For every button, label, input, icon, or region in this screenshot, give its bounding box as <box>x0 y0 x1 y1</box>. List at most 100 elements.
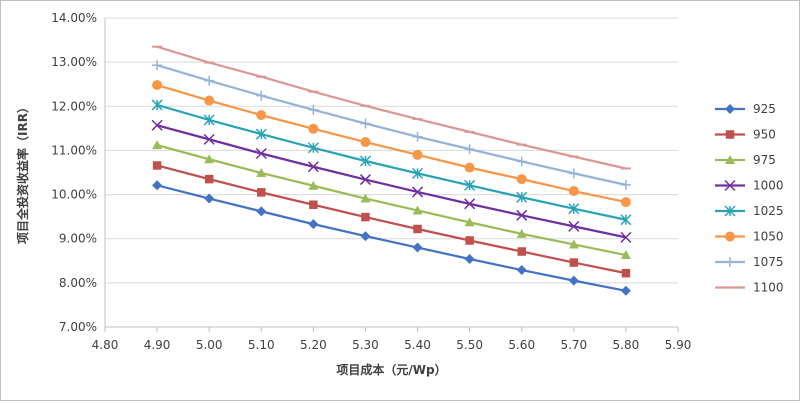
marker-circle <box>568 186 579 197</box>
marker-x-stroke <box>151 119 163 131</box>
legend-label: 1075 <box>753 255 784 269</box>
marker-x-stroke <box>359 174 371 186</box>
marker-plus <box>516 156 527 167</box>
marker-plus <box>568 168 579 179</box>
marker-circle <box>725 231 735 242</box>
marker-diamond <box>620 285 631 296</box>
marker-square <box>413 224 422 234</box>
marker-x <box>307 161 319 173</box>
legend-entry-1000: 1000 <box>715 179 784 193</box>
series-1075 <box>152 60 631 190</box>
series-line-950 <box>156 164 627 275</box>
marker-square <box>569 258 579 267</box>
y-tick-label: 7.00% <box>59 320 97 334</box>
marker-star <box>724 205 736 217</box>
marker-x <box>620 231 632 243</box>
marker-x <box>568 220 580 232</box>
x-tick-label: 5.00 <box>196 338 223 352</box>
series-1000 <box>151 119 632 243</box>
marker-diamond <box>256 206 267 217</box>
marker-triangle <box>620 250 631 260</box>
marker-x <box>412 186 424 198</box>
marker-circle <box>204 95 215 106</box>
x-tick-label: 4.90 <box>144 338 171 352</box>
marker-star <box>516 191 528 203</box>
y-tick-label: 8.00% <box>59 276 97 290</box>
x-tick-label: 5.40 <box>404 338 431 352</box>
marker-plus <box>152 60 163 71</box>
series-1100 <box>152 45 631 170</box>
legend-entry-1025: 1025 <box>715 204 784 218</box>
marker-x-stroke <box>412 186 424 198</box>
marker-triangle <box>725 155 735 164</box>
legend-entry-975: 975 <box>715 153 776 167</box>
x-axis-title: 项目成本（元/Wp） <box>336 362 446 377</box>
gridlines <box>105 17 678 328</box>
legend-entry-1075: 1075 <box>715 255 784 269</box>
x-tick-label: 5.80 <box>613 338 640 352</box>
marker-triangle <box>308 180 319 190</box>
marker-circle <box>152 80 163 91</box>
series-line-1100 <box>156 45 627 170</box>
marker-square <box>257 188 266 197</box>
series-1050 <box>152 80 631 208</box>
x-tick-label: 5.90 <box>665 338 692 352</box>
series-925 <box>152 180 631 296</box>
marker-star <box>359 155 371 167</box>
marker-diamond <box>516 265 527 276</box>
marker-x <box>464 198 476 210</box>
marker-star <box>620 214 632 226</box>
y-axis-title: 项目全投资收益率（IRR） <box>15 101 30 244</box>
legend-label: 1100 <box>753 281 784 295</box>
marker-square <box>725 130 735 139</box>
marker-plus <box>464 144 475 155</box>
marker-star <box>255 128 267 140</box>
marker-circle <box>412 149 423 160</box>
marker-x <box>724 179 736 192</box>
marker-star <box>151 99 163 111</box>
marker-circle <box>360 137 371 148</box>
marker-x <box>359 174 371 186</box>
series-line-1050 <box>156 84 627 204</box>
marker-plus <box>204 75 215 86</box>
series-1025 <box>151 99 632 226</box>
marker-triangle <box>360 193 371 203</box>
series-line-975 <box>156 144 627 257</box>
marker-x <box>255 147 267 160</box>
marker-square <box>152 161 162 170</box>
marker-x <box>516 209 528 221</box>
x-tick-label: 5.60 <box>508 338 535 352</box>
y-tick-label: 9.00% <box>59 232 97 246</box>
marker-diamond <box>360 231 371 242</box>
legend: 925 950 975 1000 1025 1050 1075 1100 <box>715 102 784 295</box>
series-lines <box>151 45 632 296</box>
legend-label: 925 <box>753 102 776 116</box>
marker-circle <box>308 123 319 134</box>
series-line-1000 <box>156 124 627 239</box>
series-line-1075 <box>156 64 627 186</box>
marker-plus <box>725 257 735 267</box>
x-tick-label: 5.20 <box>300 338 327 352</box>
y-tick-label: 10.00% <box>51 188 97 202</box>
marker-x-stroke <box>255 147 267 160</box>
marker-square <box>361 212 370 222</box>
marker-x-stroke <box>203 133 215 145</box>
marker-circle <box>464 162 475 173</box>
x-tick-label: 4.80 <box>92 338 119 352</box>
y-tick-label: 13.00% <box>51 55 97 69</box>
marker-x <box>203 133 215 145</box>
legend-label: 1025 <box>753 204 784 218</box>
marker-triangle <box>568 239 579 249</box>
series-950 <box>152 161 631 278</box>
marker-diamond <box>412 242 423 253</box>
marker-star <box>464 179 476 191</box>
marker-plus <box>412 131 423 142</box>
marker-diamond <box>568 275 579 286</box>
series-line-925 <box>156 184 627 292</box>
marker-square <box>204 174 214 184</box>
y-tick-label: 12.00% <box>51 99 97 113</box>
marker-diamond <box>152 180 163 191</box>
marker-x-stroke <box>724 179 736 192</box>
